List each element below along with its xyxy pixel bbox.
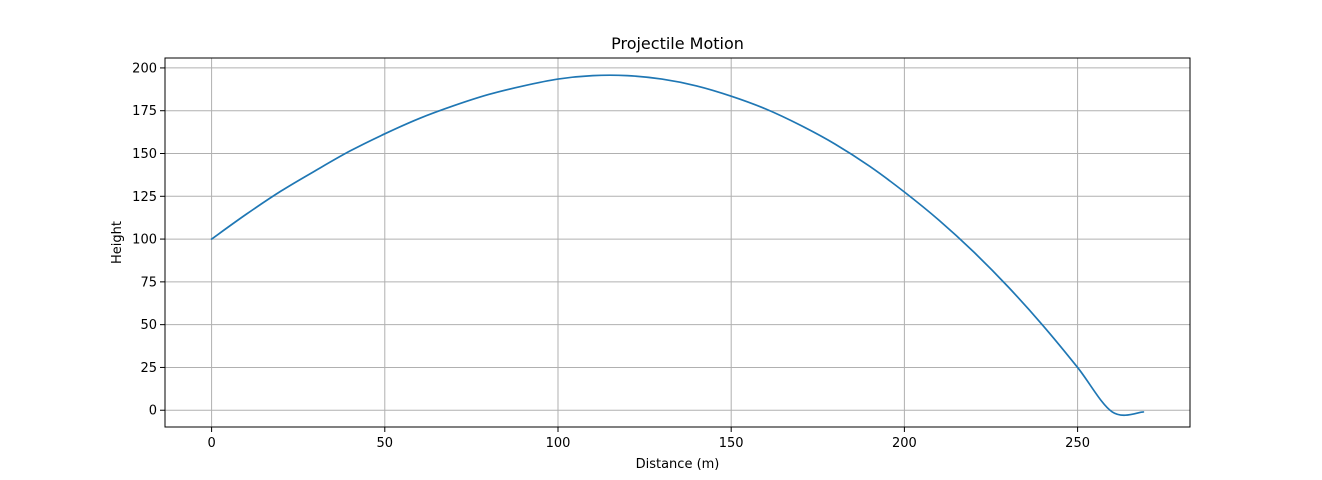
x-tick-label: 200	[892, 436, 917, 451]
x-tick-label: 250	[1065, 436, 1090, 451]
x-tick-label: 50	[377, 436, 394, 451]
x-axis-label: Distance (m)	[636, 457, 720, 472]
y-tick-label: 25	[140, 361, 157, 376]
y-tick-label: 75	[140, 275, 157, 290]
x-tick-label: 0	[207, 436, 215, 451]
y-tick-label: 100	[132, 233, 157, 248]
x-tick-label: 100	[546, 436, 571, 451]
x-tick-label: 150	[719, 436, 744, 451]
trajectory-series-line	[210, 74, 1145, 417]
y-tick-label: 200	[132, 61, 157, 76]
y-tick-label: 175	[132, 104, 157, 119]
series-layer	[210, 74, 1145, 417]
y-tick-label: 125	[132, 190, 157, 205]
y-tick-label: 150	[132, 147, 157, 162]
grid-layer	[165, 58, 1190, 427]
ticks-layer: 0 50 100 150 200 250 0 25 50 75 100 125 150 175 200	[132, 61, 1090, 451]
y-axis-label: Height	[110, 221, 125, 264]
y-tick-label: 50	[140, 318, 157, 333]
y-tick-label: 0	[149, 404, 157, 419]
chart-title: Projectile Motion	[611, 34, 744, 53]
plot-frame	[164, 57, 1191, 428]
